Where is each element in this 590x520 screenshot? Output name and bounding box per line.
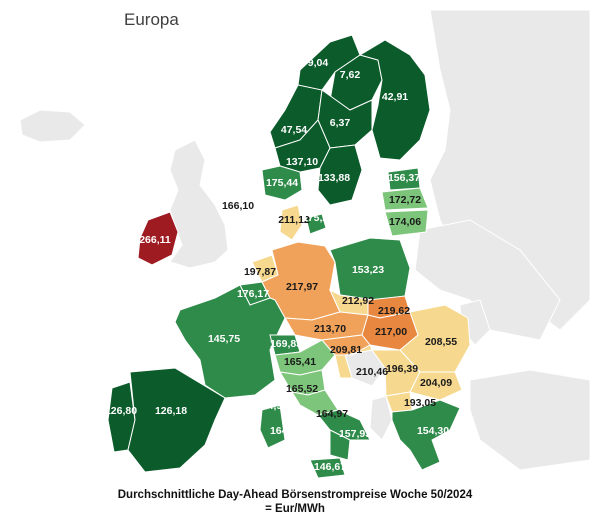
region-bg (409, 371, 463, 401)
region-gr (391, 399, 461, 471)
price-label-it-cnor: 165,52 (286, 383, 318, 395)
region-dk-east (305, 213, 327, 235)
price-label-se-north: 7,62 (340, 69, 361, 81)
price-label-fi: 42,91 (382, 91, 408, 103)
price-label-pt: 126,80 (105, 405, 137, 417)
price-label-it-north: 165,41 (284, 356, 316, 368)
price-label-no-sw: 175,44 (266, 177, 298, 189)
price-label-ro: 208,55 (425, 336, 457, 348)
region-fr (174, 284, 286, 399)
price-label-it-sud: 164,97 (270, 425, 302, 437)
price-label-be: 176,17 (237, 288, 269, 300)
price-label-lv: 172,72 (389, 194, 421, 206)
price-label-it-csud: 164,97 (316, 408, 348, 420)
price-label-se-south: 133,88 (318, 172, 350, 184)
price-label-no-south: 137,10 (286, 156, 318, 168)
region-dk-west (279, 204, 303, 241)
turkey-land (469, 369, 590, 471)
price-label-it-calabria: 157,93 (339, 428, 371, 440)
price-label-ie: 266,11 (139, 234, 171, 246)
region-es (127, 367, 226, 473)
region-no-sw (261, 165, 303, 201)
price-label-es: 126,18 (155, 405, 187, 417)
price-label-si: 209,81 (330, 344, 362, 356)
region-lt (384, 209, 429, 237)
price-label-gb: 166,10 (222, 200, 254, 212)
region-lv (381, 187, 429, 211)
price-label-it-sicily: 146,67 (314, 461, 346, 473)
background-land (19, 9, 590, 471)
region-se-south (317, 144, 363, 206)
price-label-no-north: 9,04 (308, 57, 329, 69)
caption-line-2: = Eur/MWh (265, 503, 325, 515)
price-label-rs: 196,39 (386, 363, 418, 375)
price-label-pl: 153,23 (352, 264, 384, 276)
price-label-dk-west: 211,12 (278, 214, 310, 226)
price-label-lt: 174,06 (389, 216, 421, 228)
ukraine-belarus-land (414, 219, 561, 341)
caption-line-1: Durchschnittliche Day-Ahead Börsenstromp… (117, 489, 473, 501)
region-it-sicily (309, 457, 346, 479)
region-it-sard (259, 404, 286, 449)
price-label-gr: 154,30 (417, 425, 449, 437)
albania-land (369, 395, 393, 441)
price-label-it-sard: 164,97 (256, 400, 288, 412)
price-label-sk: 219,62 (378, 305, 410, 317)
price-label-bg: 204,09 (420, 377, 452, 389)
price-label-se-mid: 6,37 (330, 117, 351, 129)
price-label-mk: 193,05 (404, 397, 436, 409)
price-label-hu: 217,00 (375, 326, 407, 338)
price-label-fr: 145,75 (208, 333, 240, 345)
price-label-ee: 156,37 (388, 172, 420, 184)
region-hr (334, 344, 373, 379)
map-title: Europa (124, 10, 179, 29)
price-label-nl: 197,87 (244, 266, 276, 278)
price-label-cz: 212,92 (342, 295, 374, 307)
price-label-de: 217,97 (286, 281, 318, 293)
region-ie (137, 211, 179, 266)
region-it-calabria (329, 429, 351, 461)
price-label-dk-east: 175,22 (302, 212, 334, 224)
price-regions (107, 34, 471, 479)
region-fi (358, 39, 431, 161)
price-label-hr: 210,46 (356, 366, 388, 378)
price-label-ch: 169,83 (270, 338, 302, 350)
region-gb (169, 139, 229, 269)
price-label-no-mid: 47,54 (281, 124, 307, 136)
price-label-at: 213,70 (314, 323, 346, 335)
iceland-land (19, 109, 86, 143)
